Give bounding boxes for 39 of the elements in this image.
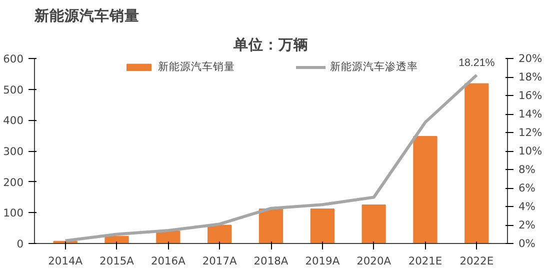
chart-title: 新能源汽车销量 [34, 6, 140, 24]
y-tick-label: 200 [3, 176, 24, 189]
x-tick-label: 2018A [254, 254, 289, 268]
legend-label: 新能源汽车销量 [158, 60, 235, 74]
x-tick-label: 2017A [202, 254, 238, 268]
bar [464, 83, 489, 244]
bar [362, 204, 386, 244]
data-label: 18.21% [458, 57, 496, 70]
chart-subtitle: 单位：万辆 [232, 36, 308, 54]
legend-label: 新能源汽车渗透率 [330, 60, 418, 74]
bar [413, 136, 438, 244]
y-tick-label: 400 [3, 114, 24, 128]
x-tick-label: 2020A [356, 254, 392, 268]
y2-tick-label: 4% [518, 200, 536, 213]
x-tick-label: 2022E [460, 254, 494, 268]
line-series [64, 74, 478, 242]
y2-tick-label: 14% [518, 108, 542, 120]
y-tick-label: 300 [3, 145, 24, 158]
y-tick-label: 500 [3, 83, 24, 96]
bar [208, 224, 232, 244]
y2-tick-label: 12% [518, 126, 542, 139]
y2-tick-label: 20% [518, 52, 542, 65]
x-tick-label: 2021E [408, 254, 442, 268]
y2-tick-label: 18% [518, 70, 542, 84]
x-tick-label: 2015A [100, 254, 135, 268]
y-tick-label: 600 [3, 52, 24, 66]
x-tick-label: 2016A [150, 254, 186, 268]
bar [310, 208, 334, 244]
y2-tick-label: 8% [518, 163, 536, 176]
y-tick-label: 100 [3, 206, 24, 220]
y2-tick-label: 6% [518, 182, 536, 194]
x-tick-label: 2014A [48, 254, 84, 268]
y-tick-label: 0 [16, 238, 24, 250]
x-tick-label: 2019A [305, 254, 340, 268]
y2-tick-label: 2% [518, 218, 536, 232]
y2-tick-label: 16% [518, 89, 542, 102]
bar [258, 208, 284, 244]
y2-tick-label: 10% [518, 144, 542, 158]
y2-tick-label: 0% [518, 237, 536, 250]
